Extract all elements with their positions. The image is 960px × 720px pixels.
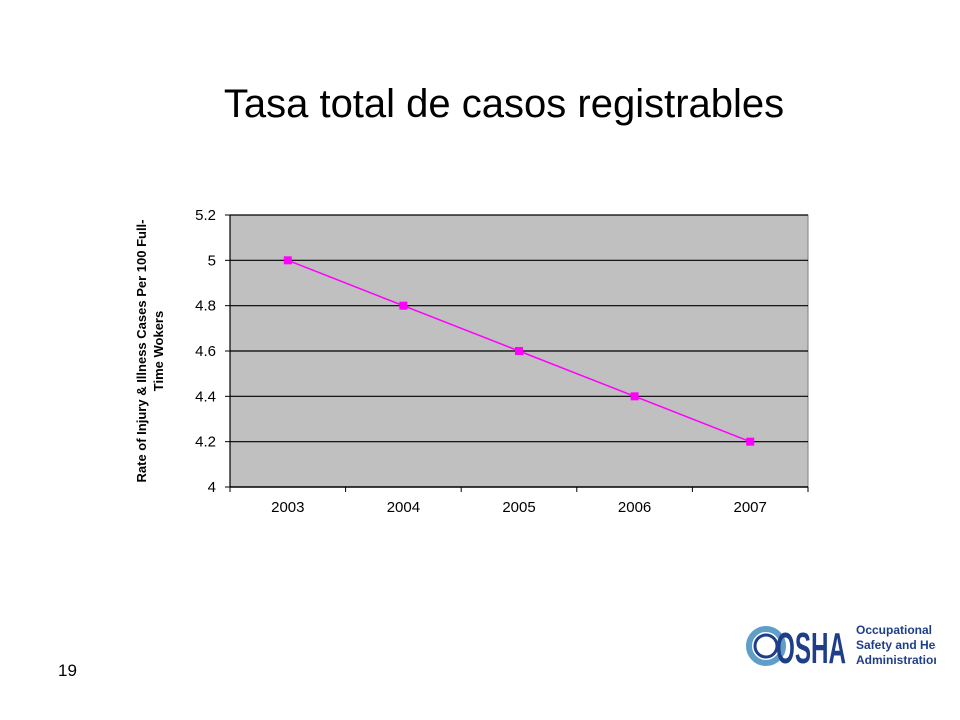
x-tick-label: 2007	[734, 499, 767, 516]
osha-agency-line-1: Occupational	[856, 623, 932, 637]
x-tick-label: 2005	[502, 499, 535, 516]
y-tick-label: 4.4	[195, 388, 216, 405]
y-tick-label: 4.6	[195, 343, 216, 360]
osha-inner-ring	[753, 633, 779, 659]
osha-logo-word: OSHA	[776, 624, 846, 673]
data-point	[515, 347, 523, 355]
y-tick-label: 4.8	[195, 298, 216, 315]
x-tick-label: 2006	[618, 499, 651, 516]
osha-ring-icon	[746, 626, 786, 666]
y-tick-label: 4.2	[195, 434, 216, 451]
data-point	[746, 437, 755, 446]
data-point	[283, 256, 292, 265]
y-axis-title-line: Time Wokers	[151, 311, 166, 391]
line-chart: 4 4.2 4.4 4.6 4.8 5 5.2 2003 2004 2005 2006 2007 Rat…	[120, 190, 820, 530]
data-point	[630, 392, 639, 401]
slide-title: Tasa total de casos registrables	[223, 82, 785, 126]
data-point	[399, 301, 408, 310]
y-axis-title-line: Rate of Injury & Illness Cases Per 100 F…	[134, 220, 149, 483]
x-tick-label: 2004	[387, 499, 420, 516]
osha-logo-icon: OSHA Occupational Safety and Health Admi…	[746, 614, 936, 678]
y-tick-label: 5.2	[195, 207, 216, 224]
y-tick-label: 4	[208, 479, 216, 496]
osha-logo-graphic: OSHA Occupational Safety and Health Admi…	[746, 623, 936, 673]
osha-agency-line-3: Administration	[856, 653, 936, 667]
osha-agency-line-2: Safety and Health	[856, 638, 936, 652]
chart-svg: 4 4.2 4.4 4.6 4.8 5 5.2 2003 2004 2005 2006 2007 Rat…	[134, 207, 809, 516]
y-tick-label: 5	[208, 252, 216, 269]
x-tick-label: 2003	[271, 499, 304, 516]
slide-number: 19	[58, 661, 77, 680]
